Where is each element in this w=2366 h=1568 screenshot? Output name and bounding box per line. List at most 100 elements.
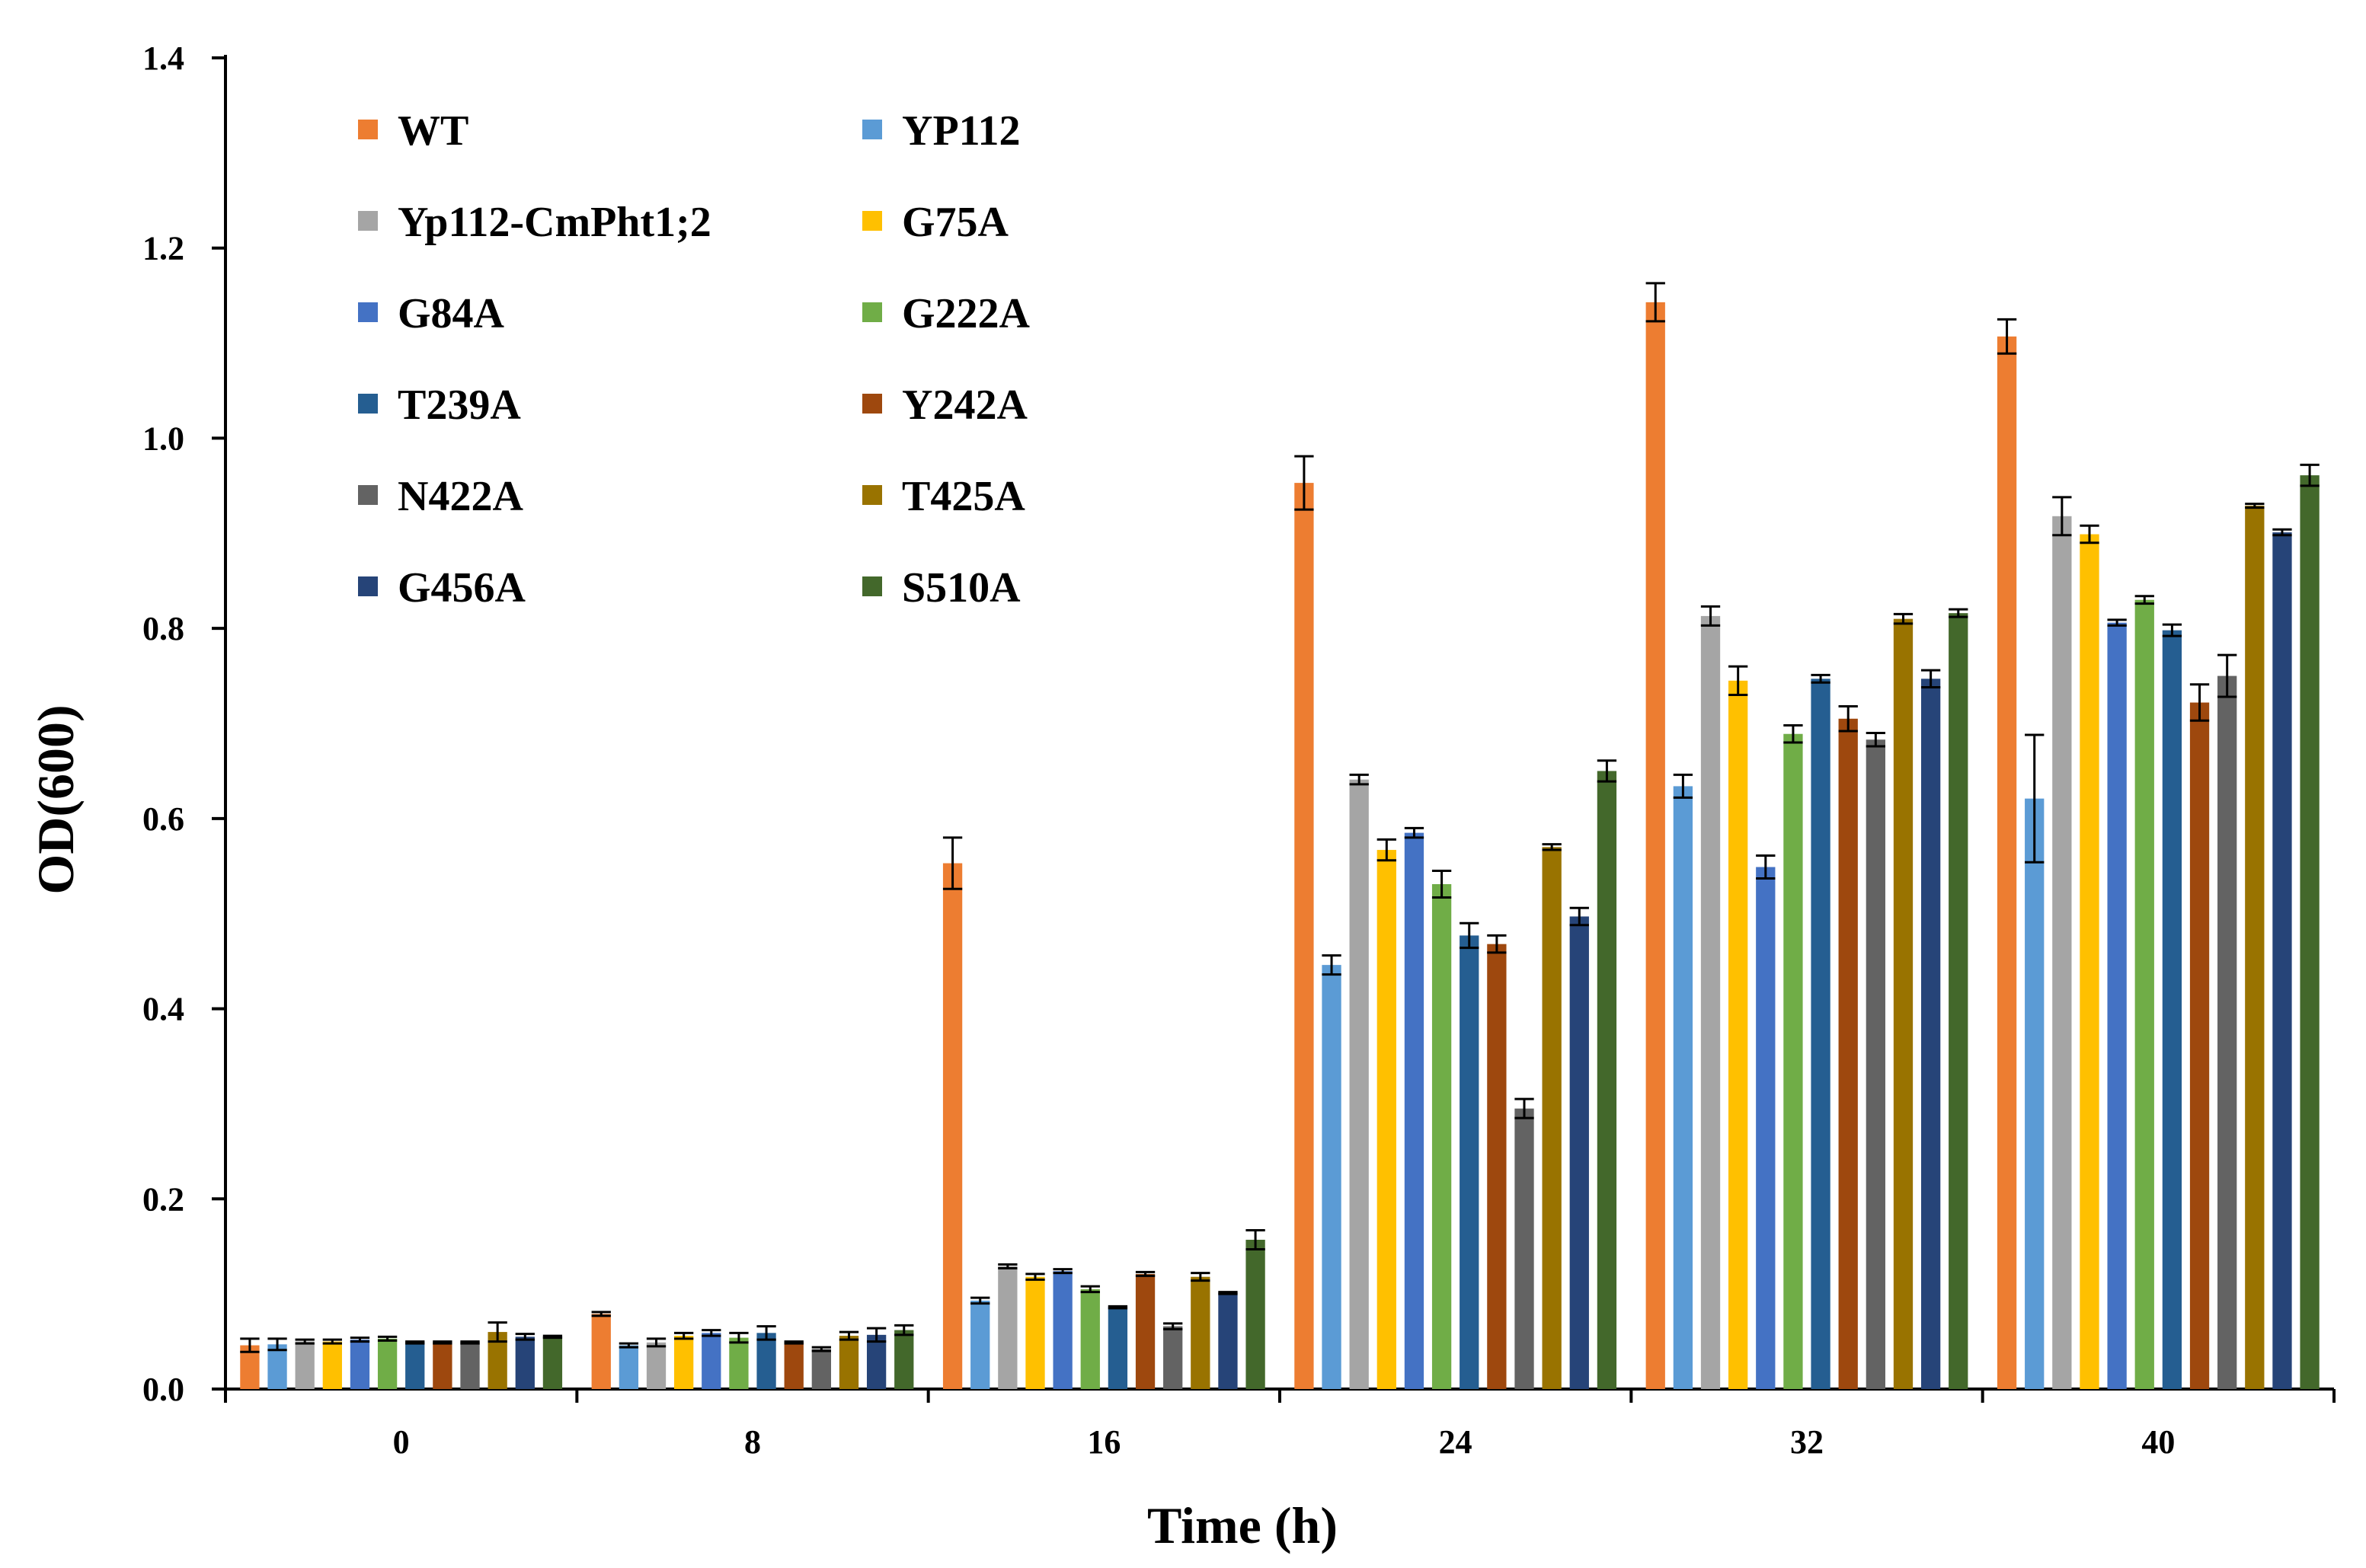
y-tick-label: 1.4 (142, 40, 184, 77)
bar (433, 1342, 452, 1389)
bar (1645, 302, 1665, 1390)
x-tick-label: 16 (1087, 1423, 1121, 1461)
legend-label: T425A (902, 473, 1025, 520)
bar (1191, 1276, 1210, 1389)
bar (839, 1336, 859, 1389)
bar (267, 1344, 287, 1389)
legend-swatch (862, 394, 882, 414)
y-tick-label: 1.2 (142, 230, 184, 267)
bar (1893, 618, 1914, 1389)
bar (377, 1338, 398, 1389)
legend-label: Yp112-CmPht1;2 (398, 199, 711, 246)
legend-label: T239A (398, 382, 521, 429)
bar (2080, 534, 2099, 1389)
legend-swatch (862, 211, 882, 231)
legend-swatch (358, 485, 378, 505)
bar (1542, 847, 1562, 1389)
bar (756, 1333, 776, 1389)
bar (2107, 622, 2127, 1389)
bar (2217, 675, 2237, 1389)
bar (2189, 702, 2210, 1389)
bar (2052, 516, 2072, 1389)
bar (1811, 679, 1830, 1389)
legend-label: Y242A (902, 382, 1028, 429)
bar (2025, 798, 2045, 1389)
legend-label: G222A (902, 290, 1031, 337)
bar (2245, 506, 2265, 1389)
bar (894, 1330, 914, 1389)
legend-swatch (862, 120, 882, 139)
bar (2272, 532, 2292, 1390)
bar (1431, 884, 1452, 1389)
bar (1218, 1292, 1238, 1389)
bar (591, 1314, 611, 1389)
bar (646, 1342, 667, 1389)
legend-label: S510A (902, 564, 1021, 612)
bar (1376, 850, 1396, 1389)
bar (515, 1336, 535, 1389)
bar (1349, 779, 1369, 1389)
bar (1053, 1271, 1073, 1389)
legend: WT YP112 Yp112-CmPht1;2 G75A G84A G222A T239A Y… (358, 107, 1031, 612)
bar (866, 1334, 887, 1389)
legend-label: G456A (398, 564, 526, 612)
bar (1080, 1289, 1100, 1389)
bar (542, 1336, 563, 1389)
bar (1404, 832, 1424, 1389)
legend-swatch (862, 576, 882, 596)
legend-swatch (358, 211, 378, 231)
bar (1838, 718, 1858, 1389)
bar (970, 1300, 990, 1389)
bar (1756, 867, 1776, 1389)
y-tick-label: 1.0 (142, 420, 184, 457)
y-tick-label: 0.6 (142, 800, 184, 838)
bar (1460, 935, 1479, 1389)
x-tick-label: 32 (1790, 1423, 1824, 1461)
bars (240, 282, 2320, 1390)
y-tick-label: 0.4 (142, 991, 184, 1028)
bar (1294, 483, 1314, 1389)
bar (1597, 771, 1617, 1389)
bar (729, 1337, 749, 1389)
legend-swatch (358, 576, 378, 596)
bar (942, 863, 963, 1389)
bar (2162, 630, 2182, 1389)
legend-label: YP112 (902, 107, 1021, 155)
legend-label: WT (398, 107, 468, 155)
x-tick-label: 0 (393, 1423, 410, 1461)
legend-swatch (862, 485, 882, 505)
bar (322, 1341, 342, 1389)
bar (405, 1342, 425, 1389)
bar (460, 1342, 480, 1389)
y-tick-label: 0.2 (142, 1180, 184, 1218)
x-tick-label: 40 (2141, 1423, 2175, 1461)
bar (1245, 1239, 1265, 1389)
legend-swatch (358, 302, 378, 322)
bar (1135, 1273, 1156, 1389)
bar (811, 1349, 831, 1389)
y-tick-label: 0.0 (142, 1371, 184, 1408)
bar (674, 1336, 694, 1389)
legend-swatch (358, 120, 378, 139)
legend-label: N422A (398, 473, 523, 520)
bar (350, 1340, 370, 1389)
bar (702, 1333, 721, 1389)
bar (1163, 1326, 1183, 1389)
bar (295, 1341, 315, 1389)
axes: 0.0 0.2 0.4 0.6 0.8 1.0 1.2 1.4 0 8 16 24 32 40 (142, 40, 2336, 1461)
y-axis-title: OD(600) (27, 704, 85, 894)
bar (998, 1266, 1018, 1389)
bar (2134, 599, 2154, 1389)
x-tick-label: 24 (1439, 1423, 1472, 1461)
bar (1920, 679, 1941, 1389)
bar (1108, 1307, 1128, 1389)
bar (1997, 336, 2017, 1389)
bar (784, 1342, 804, 1389)
y-tick-label: 0.8 (142, 610, 184, 647)
bar (1025, 1276, 1045, 1389)
legend-label: G84A (398, 290, 505, 337)
legend-label: G75A (902, 199, 1009, 246)
bar (1700, 615, 1721, 1389)
bar (1569, 916, 1589, 1389)
bar (1487, 944, 1507, 1389)
